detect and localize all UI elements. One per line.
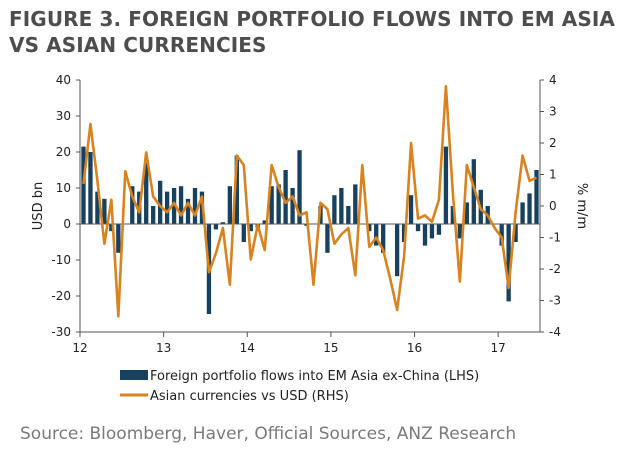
y-axis-left-label: USD bn xyxy=(31,182,46,230)
bar xyxy=(527,193,532,224)
legend-bar-label: Foreign portfolio flows into EM Asia ex-… xyxy=(150,369,479,384)
y-right-tick-label: -1 xyxy=(549,231,561,245)
bar xyxy=(346,206,351,224)
bar xyxy=(513,224,518,242)
bar xyxy=(415,224,421,232)
y-left-tick-label: -20 xyxy=(51,289,71,303)
bar xyxy=(422,224,428,246)
legend-line-label: Asian currencies vs USD (RHS) xyxy=(150,389,349,404)
bar xyxy=(234,155,239,224)
y-right-tick-label: -3 xyxy=(549,294,561,308)
bar xyxy=(297,150,302,224)
bar xyxy=(520,202,525,224)
bar xyxy=(241,224,246,242)
bar xyxy=(185,198,191,224)
y-right-tick-label: -4 xyxy=(549,325,561,339)
bar xyxy=(109,224,114,232)
bar xyxy=(192,188,198,224)
y-left-tick-label: 20 xyxy=(56,145,71,159)
x-tick-label: 14 xyxy=(240,341,255,355)
bar xyxy=(443,146,449,224)
bar xyxy=(220,222,226,224)
bar xyxy=(164,191,170,224)
bar xyxy=(213,224,219,230)
bar xyxy=(381,224,386,253)
bar xyxy=(464,202,469,224)
line-series xyxy=(82,85,538,318)
bar xyxy=(499,224,504,246)
bar xyxy=(95,191,100,224)
bar xyxy=(374,224,379,246)
bar xyxy=(450,206,456,224)
bar xyxy=(130,186,135,224)
bar xyxy=(262,220,267,224)
y-left-tick-label: -10 xyxy=(51,253,71,267)
bar-series xyxy=(81,146,539,314)
bar xyxy=(325,224,330,253)
x-tick-label: 13 xyxy=(156,341,171,355)
y-left-tick-label: 0 xyxy=(63,217,71,231)
bar xyxy=(394,224,400,277)
y-right-tick-label: 2 xyxy=(549,136,557,150)
bar xyxy=(457,224,463,239)
y-left-tick-label: 30 xyxy=(56,109,71,123)
y-left-tick-label: 10 xyxy=(56,181,71,195)
bar xyxy=(353,184,358,224)
y-axis-right-label: % m/m xyxy=(574,183,589,229)
bar xyxy=(144,162,149,224)
y-right-tick-label: 3 xyxy=(549,105,557,119)
legend-bar-swatch xyxy=(120,370,148,380)
chart-title: FIGURE 3. FOREIGN PORTFOLIO FLOWS INTO E… xyxy=(9,7,616,57)
x-tick-label: 17 xyxy=(491,341,506,355)
x-tick-label: 12 xyxy=(72,341,87,355)
y-right-tick-label: 4 xyxy=(549,73,557,87)
x-tick-label: 15 xyxy=(323,341,338,355)
y-right-tick-label: 0 xyxy=(549,199,557,213)
y-right-tick-label: 1 xyxy=(549,168,557,182)
bar xyxy=(367,224,372,232)
bar xyxy=(81,146,86,224)
bar xyxy=(290,188,295,224)
bar xyxy=(171,188,177,224)
bar xyxy=(401,224,407,242)
bar xyxy=(436,224,442,235)
line-series-path xyxy=(82,85,538,318)
y-right-tick-label: -2 xyxy=(549,262,561,276)
y-left-tick-label: 40 xyxy=(56,73,71,87)
y-left-tick-label: -30 xyxy=(51,325,71,339)
bar xyxy=(471,159,476,224)
bar xyxy=(339,188,344,224)
bar xyxy=(276,184,281,224)
bar xyxy=(157,180,163,224)
bar xyxy=(88,152,93,224)
bar xyxy=(269,186,274,224)
bar xyxy=(429,224,435,239)
legend: Foreign portfolio flows into EM Asia ex-… xyxy=(120,369,479,404)
bar xyxy=(283,170,288,224)
bar xyxy=(116,224,121,253)
bar xyxy=(506,224,511,302)
bar xyxy=(332,195,337,224)
source-note: Source: Bloomberg, Haver, Official Sourc… xyxy=(20,424,517,444)
axes xyxy=(79,80,541,333)
bar xyxy=(102,198,107,224)
bar xyxy=(178,186,184,224)
bar xyxy=(248,224,253,232)
x-tick-label: 16 xyxy=(407,341,422,355)
bar xyxy=(151,206,156,224)
bar xyxy=(227,186,233,224)
bar xyxy=(408,195,414,224)
bar xyxy=(534,170,539,224)
